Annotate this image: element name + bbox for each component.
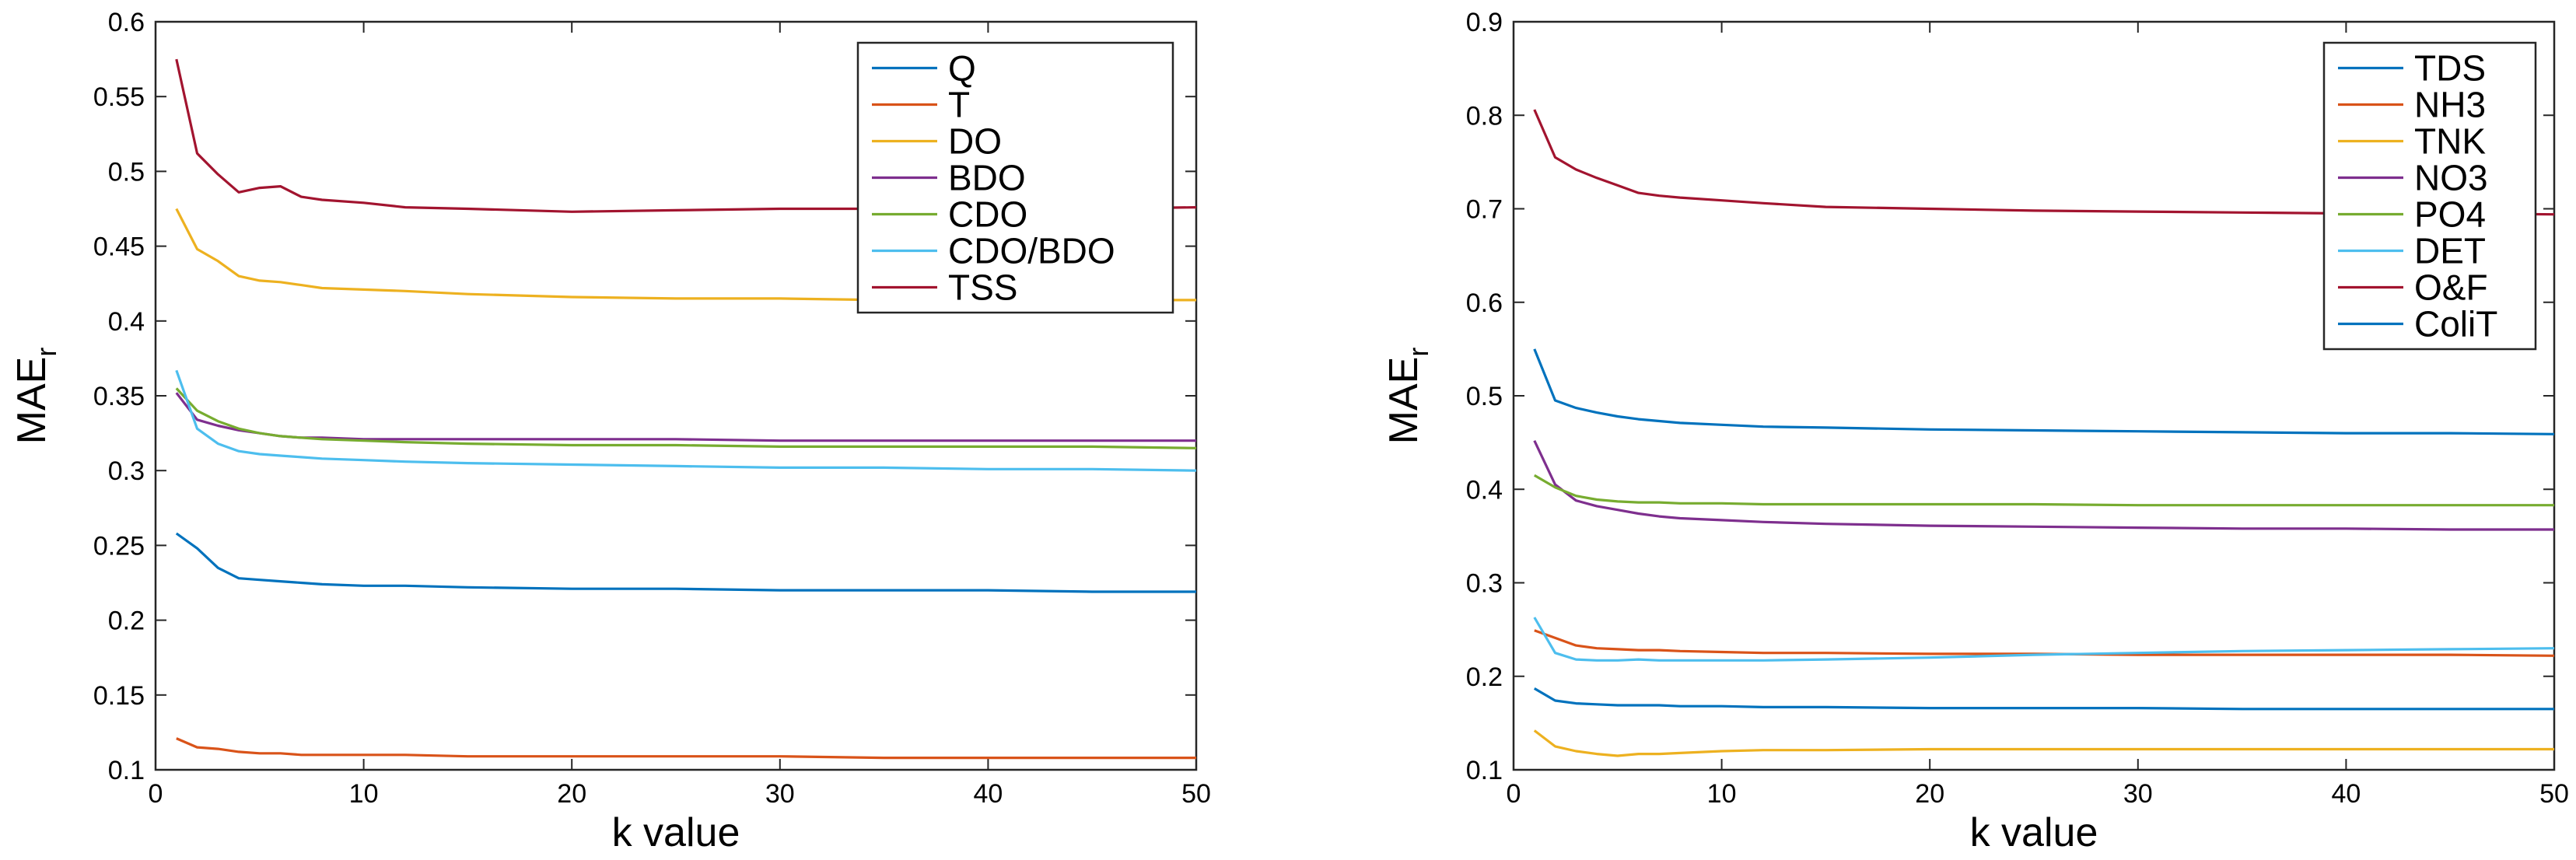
legend-item: CDO/BDO: [872, 231, 1115, 271]
y-tick-label: 0.5: [108, 157, 145, 187]
y-axis-title-main: MAE: [9, 357, 54, 445]
y-axis-title-subscript: r: [30, 348, 62, 357]
y-tick-label: 0.6: [108, 8, 145, 37]
series-line-bdo: [175, 392, 1196, 442]
y-tick-label: 0.2: [1466, 662, 1503, 692]
legend-label: DO: [948, 121, 1002, 162]
legend-label: CDO: [948, 194, 1027, 235]
chart-2: 0 10 20 30 40 50 0.1 0.2 0.3 0.4 0.5 0.6 0.7 0.8 0.9 k …: [1381, 8, 2569, 855]
y-tick-label: 0.4: [108, 307, 145, 337]
x-tick-label: 40: [2331, 779, 2361, 809]
y-tick-label: 0.6: [1466, 288, 1503, 318]
x-tick-label: 0: [149, 779, 163, 809]
series-line-nh3: [1534, 629, 2555, 657]
y-axis-title-subscript: r: [1402, 348, 1434, 357]
series-line-tnk: [1533, 729, 2554, 757]
x-tick-label: 50: [2539, 779, 2569, 809]
x-tick-label: 10: [349, 779, 379, 809]
y-tick-label: 0.8: [1466, 101, 1503, 131]
legend-label: ColiT: [2414, 304, 2497, 344]
legend-frame: [2322, 41, 2537, 351]
legend-item: DET: [2338, 231, 2486, 271]
x-tick-label: 10: [1707, 779, 1737, 809]
legend-label: NH3: [2414, 85, 2486, 125]
y-tick-label: 0.7: [1466, 195, 1503, 225]
legend-item: T: [872, 85, 970, 125]
y-tick-label: 0.3: [1466, 569, 1503, 599]
series-line-t: [176, 737, 1196, 760]
legend-item: BDO: [872, 158, 1026, 198]
legend-label: NO3: [2414, 158, 2488, 198]
series-line-cdo: [175, 387, 1197, 449]
legend-item: ColiT: [2338, 304, 2497, 344]
legend-item: O&F: [2338, 267, 2488, 308]
x-tick-label: 30: [2123, 779, 2153, 809]
series-line-o-f: [1533, 109, 2555, 216]
legend-label: Q: [948, 48, 976, 89]
y-tick-label: 0.55: [93, 82, 145, 112]
series-line-po4: [1533, 474, 2554, 507]
legend-label: O&F: [2414, 267, 2488, 308]
y-tick-label: 0.1: [1466, 756, 1503, 785]
series-line-cdo-bdo: [175, 369, 1197, 472]
x-tick-label: 20: [1915, 779, 1944, 809]
x-tick-label: 40: [973, 779, 1003, 809]
legend-label: T: [948, 85, 970, 125]
series-line-q: [175, 532, 1196, 593]
legend-item: DO: [872, 121, 1002, 162]
x-tick-label: 50: [1181, 779, 1211, 809]
legend-item: Q: [872, 48, 976, 89]
y-axis-title: MAEr: [9, 348, 62, 445]
legend-item: NH3: [2338, 85, 2486, 125]
series-line-colit: [1533, 687, 2554, 711]
legend-label: PO4: [2414, 194, 2486, 235]
legend-label: TDS: [2414, 48, 2486, 89]
y-tick-label: 0.3: [108, 456, 145, 486]
chart-1: 0 10 20 30 40 50 0.1 0.15 0.2 0.25 0.3 0.35 0.4 0.45 0…: [9, 8, 1211, 855]
series-line-det: [1533, 617, 2555, 662]
legend-item: TSS: [872, 267, 1017, 308]
x-axis-title: k value: [612, 810, 740, 855]
legend-item: TDS: [2338, 48, 2486, 89]
y-tick-label: 0.4: [1466, 475, 1503, 505]
legend-item: PO4: [2338, 194, 2486, 235]
x-axis-title: k value: [1970, 810, 2098, 855]
y-tick-label: 0.9: [1466, 8, 1503, 37]
y-axis-title-main: MAE: [1381, 357, 1426, 445]
legend-label: BDO: [948, 158, 1026, 198]
y-tick-label: 0.5: [1466, 382, 1503, 411]
legend-item: CDO: [872, 194, 1027, 235]
x-tick-label: 30: [765, 779, 795, 809]
legend-label: TSS: [948, 267, 1017, 308]
y-tick-label: 0.2: [108, 607, 145, 636]
y-tick-label: 0.45: [93, 232, 145, 262]
legend-label: DET: [2414, 231, 2486, 271]
x-tick-label: 0: [1507, 779, 1521, 809]
y-axis-title: MAEr: [1381, 348, 1434, 445]
y-tick-label: 0.35: [93, 382, 145, 411]
legend-label: CDO/BDO: [948, 231, 1115, 271]
y-tick-label: 0.25: [93, 531, 145, 561]
y-tick-label: 0.15: [93, 681, 145, 711]
x-tick-label: 20: [557, 779, 586, 809]
legend-item: NO3: [2338, 158, 2488, 198]
y-tick-label: 0.1: [108, 756, 145, 785]
legend-item: TNK: [2338, 121, 2486, 162]
series-line-tds: [1533, 348, 2555, 435]
series-line-no3: [1533, 440, 2554, 531]
legend-label: TNK: [2414, 121, 2486, 162]
